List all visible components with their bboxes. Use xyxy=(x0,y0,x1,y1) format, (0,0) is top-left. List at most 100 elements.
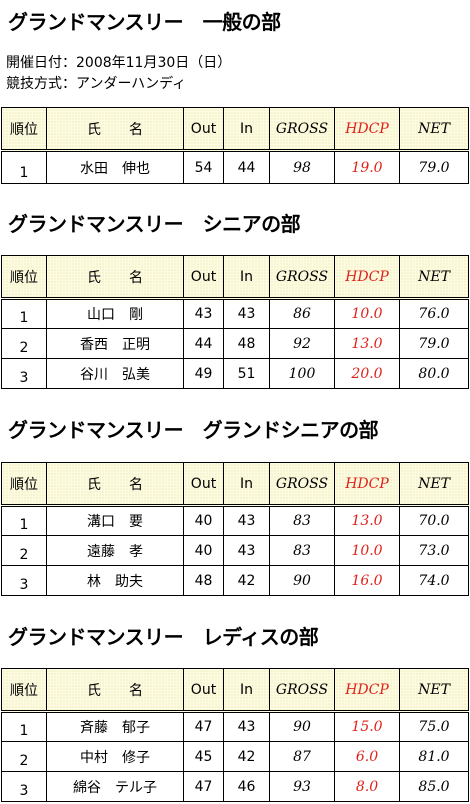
header-cell: NET xyxy=(399,107,469,152)
cell: 100 xyxy=(269,358,335,389)
cell: 3 xyxy=(1,771,47,802)
header-cell: In xyxy=(223,107,270,152)
cell: 80.0 xyxy=(399,358,469,389)
header-cell: GROSS xyxy=(269,255,335,300)
cell: 8.0 xyxy=(334,771,400,802)
cell: 42 xyxy=(223,741,270,772)
header-cell: 氏 名 xyxy=(46,107,184,152)
header-row: 順位氏 名 Out In GROSS HDCP NET xyxy=(1,668,469,713)
cell: 76.0 xyxy=(399,298,469,329)
cell: 70.0 xyxy=(399,505,469,536)
data-row: 2 中村 修子 45 42 87 6.0 81.0 xyxy=(1,741,469,772)
cell: 74.0 xyxy=(399,565,469,596)
header-cell: 順位 xyxy=(1,668,47,713)
results-table: 順位氏 名 Out In GROSS HDCP NET 1 溝口 要 40 43 83 13.0 70.… xyxy=(1,462,469,596)
cell: 香西 正明 xyxy=(46,328,184,359)
data-row: 1 水田 伸也 54 44 98 19.0 79.0 xyxy=(1,150,469,184)
cell: 19.0 xyxy=(334,150,400,184)
header-cell: 氏 名 xyxy=(46,462,184,507)
header-row: 順位氏 名 Out In GROSS HDCP NET xyxy=(1,462,469,507)
cell: 1 xyxy=(1,711,47,742)
header-cell: Out xyxy=(183,668,224,713)
cell: 44 xyxy=(223,150,270,184)
header-row: 順位氏 名 Out In GROSS HDCP NET xyxy=(1,107,469,152)
cell: 林 助夫 xyxy=(46,565,184,596)
cell: 44 xyxy=(183,328,224,359)
cell: 43 xyxy=(223,535,270,566)
cell: 48 xyxy=(183,565,224,596)
header-cell: HDCP xyxy=(334,107,400,152)
header-cell: GROSS xyxy=(269,462,335,507)
cell: 92 xyxy=(269,328,335,359)
cell: 86 xyxy=(269,298,335,329)
cell: 43 xyxy=(223,298,270,329)
cell: 1 xyxy=(1,505,47,536)
section-title: グランドマンスリー 一般の部 xyxy=(8,10,281,34)
header-cell: In xyxy=(223,668,270,713)
cell: 54 xyxy=(183,150,224,184)
cell: 10.0 xyxy=(334,535,400,566)
header-cell: GROSS xyxy=(269,107,335,152)
header-cell: 順位 xyxy=(1,462,47,507)
results-table: 順位氏 名 Out In GROSS HDCP NET 1 斉藤 郁子 47 43 90 15.0 75… xyxy=(1,668,469,802)
cell: 51 xyxy=(223,358,270,389)
data-row: 2 遠藤 孝 40 43 83 10.0 73.0 xyxy=(1,535,469,566)
cell: 46 xyxy=(223,771,270,802)
header-cell: Out xyxy=(183,107,224,152)
format: 競技方式：アンダーハンディ xyxy=(6,76,187,92)
cell: 6.0 xyxy=(334,741,400,772)
header-cell: 氏 名 xyxy=(46,255,184,300)
header-cell: NET xyxy=(399,462,469,507)
cell: 79.0 xyxy=(399,150,469,184)
cell: 73.0 xyxy=(399,535,469,566)
header-cell: 順位 xyxy=(1,107,47,152)
cell: 93 xyxy=(269,771,335,802)
cell: 綿谷 テル子 xyxy=(46,771,184,802)
cell: 47 xyxy=(183,711,224,742)
results-table: 順位氏 名 Out In GROSS HDCP NET 1 山口 剛 43 43 86 10.0 76.… xyxy=(1,255,469,389)
cell: 水田 伸也 xyxy=(46,150,184,184)
cell: 遠藤 孝 xyxy=(46,535,184,566)
cell: 83 xyxy=(269,505,335,536)
cell: 98 xyxy=(269,150,335,184)
header-cell: Out xyxy=(183,462,224,507)
cell: 溝口 要 xyxy=(46,505,184,536)
cell: 1 xyxy=(1,298,47,329)
cell: 15.0 xyxy=(334,711,400,742)
cell: 49 xyxy=(183,358,224,389)
cell: 13.0 xyxy=(334,328,400,359)
cell: 43 xyxy=(223,711,270,742)
cell: 2 xyxy=(1,328,47,359)
cell: 90 xyxy=(269,711,335,742)
data-row: 1 溝口 要 40 43 83 13.0 70.0 xyxy=(1,505,469,536)
cell: 83 xyxy=(269,535,335,566)
cell: 40 xyxy=(183,535,224,566)
header-cell: HDCP xyxy=(334,462,400,507)
cell: 45 xyxy=(183,741,224,772)
header-cell: Out xyxy=(183,255,224,300)
results-table: 順位氏 名 Out In GROSS HDCP NET 1 水田 伸也 54 44 98 19.0 79… xyxy=(1,107,469,184)
cell: 79.0 xyxy=(399,328,469,359)
cell: 3 xyxy=(1,565,47,596)
cell: 81.0 xyxy=(399,741,469,772)
section-title: グランドマンスリー レディスの部 xyxy=(8,625,319,649)
header-cell: NET xyxy=(399,255,469,300)
cell: 48 xyxy=(223,328,270,359)
cell: 87 xyxy=(269,741,335,772)
cell: 1 xyxy=(1,150,47,184)
cell: 90 xyxy=(269,565,335,596)
data-row: 3 綿谷 テル子 47 46 93 8.0 85.0 xyxy=(1,771,469,802)
cell: 85.0 xyxy=(399,771,469,802)
data-row: 3 谷川 弘美 49 51 100 20.0 80.0 xyxy=(1,358,469,389)
data-row: 1 斉藤 郁子 47 43 90 15.0 75.0 xyxy=(1,711,469,742)
header-cell: GROSS xyxy=(269,668,335,713)
cell: 16.0 xyxy=(334,565,400,596)
cell: 谷川 弘美 xyxy=(46,358,184,389)
cell: 斉藤 郁子 xyxy=(46,711,184,742)
header-cell: In xyxy=(223,462,270,507)
cell: 20.0 xyxy=(334,358,400,389)
header-cell: 氏 名 xyxy=(46,668,184,713)
header-cell: 順位 xyxy=(1,255,47,300)
cell: 13.0 xyxy=(334,505,400,536)
